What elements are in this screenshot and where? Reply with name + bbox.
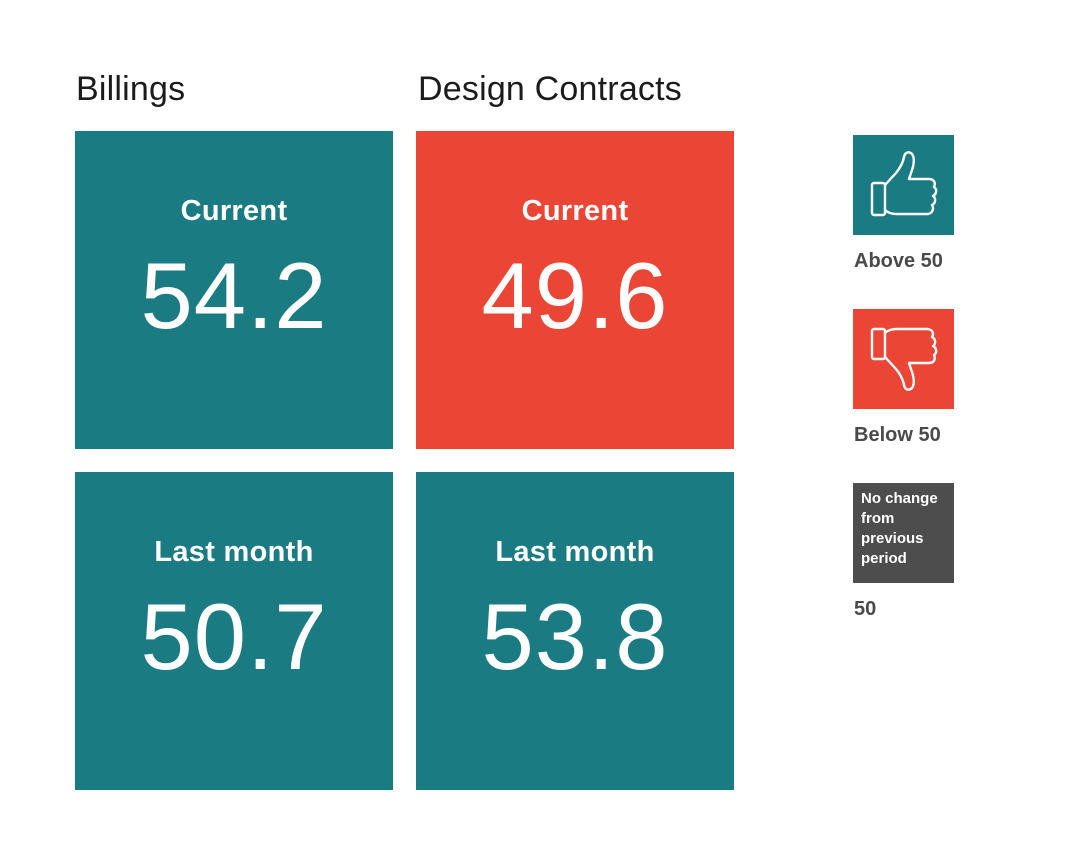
design-contracts-title: Design Contracts <box>418 70 682 108</box>
thumbs-down-icon <box>870 327 938 391</box>
design-contracts-current-value: 49.6 <box>481 243 669 348</box>
design-contracts-current-label: Current <box>521 195 629 227</box>
legend-no-change-text: No change from previous period <box>861 490 938 567</box>
billings-last-month-label: Last month <box>154 536 314 568</box>
design-contracts-last-month-value: 53.8 <box>481 584 669 689</box>
design-contracts-last-month-tile: Last month 53.8 <box>416 472 734 790</box>
legend-above-swatch <box>853 135 954 235</box>
billings-last-month-value: 50.7 <box>140 584 328 689</box>
thumbs-up-icon <box>870 151 938 217</box>
billings-current-label: Current <box>180 195 288 227</box>
billings-current-value: 54.2 <box>140 243 328 348</box>
billings-last-month-tile: Last month 50.7 <box>75 472 393 790</box>
legend-below-caption: Below 50 <box>854 424 941 446</box>
design-contracts-last-month-label: Last month <box>495 536 655 568</box>
legend-no-change-caption: 50 <box>854 598 877 620</box>
billings-title: Billings <box>76 70 186 108</box>
legend-no-change-swatch: No change from previous period <box>853 483 954 583</box>
design-contracts-current-tile: Current 49.6 <box>416 131 734 449</box>
legend-below-swatch <box>853 309 954 409</box>
legend-above-caption: Above 50 <box>854 250 943 272</box>
billings-current-tile: Current 54.2 <box>75 131 393 449</box>
